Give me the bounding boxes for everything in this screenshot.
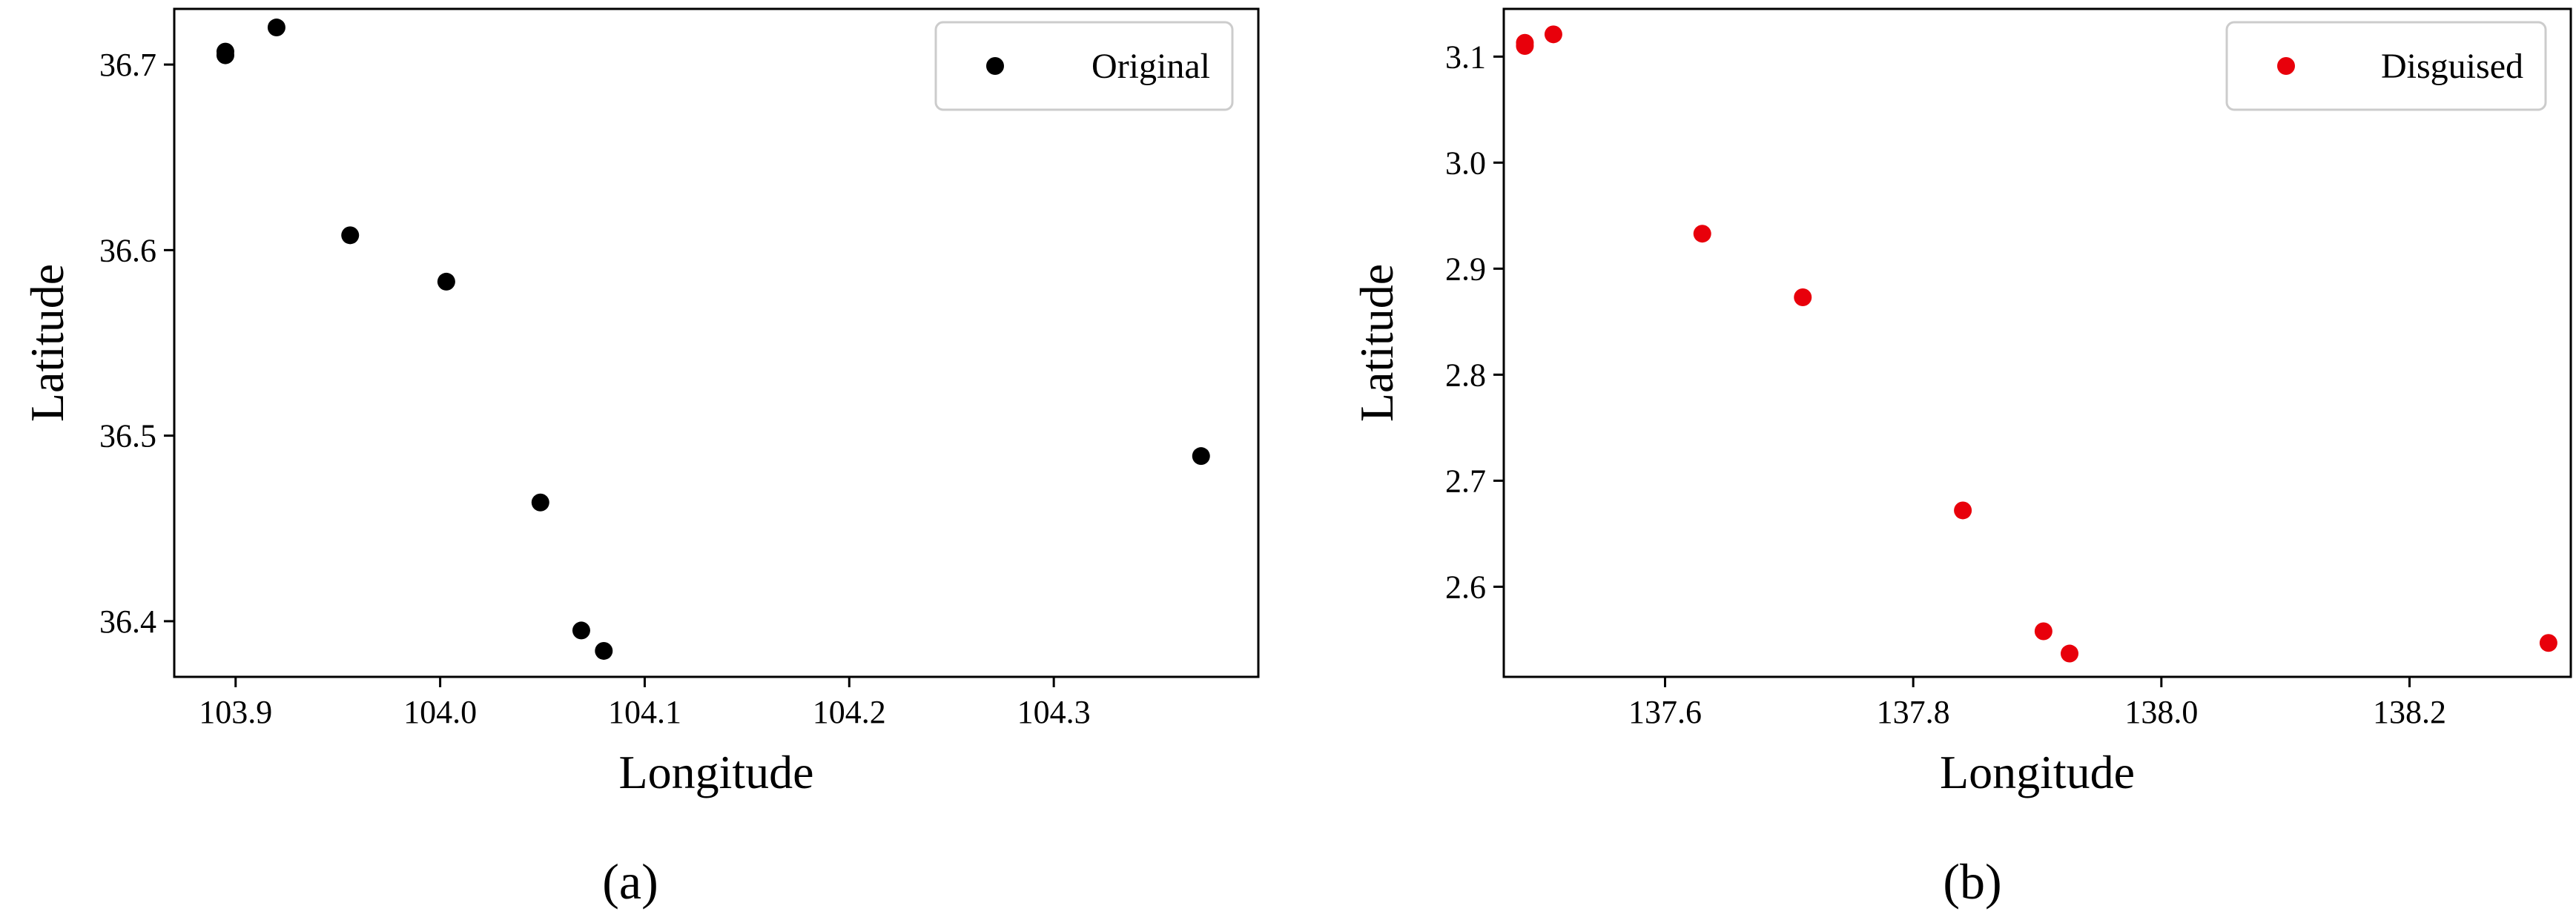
data-point — [531, 493, 549, 512]
y-tick-label: 2.9 — [1445, 251, 1486, 287]
data-point — [1516, 37, 1534, 56]
data-point — [2034, 622, 2052, 641]
x-tick-label: 104.2 — [813, 694, 886, 730]
x-tick-label: 137.6 — [1628, 694, 1702, 730]
y-tick-label: 2.8 — [1445, 357, 1486, 393]
data-point — [595, 641, 613, 660]
x-tick-label: 104.3 — [1017, 694, 1091, 730]
legend-box — [934, 21, 1234, 111]
y-tick-label: 2.7 — [1445, 463, 1486, 499]
x-tick-label: 103.9 — [199, 694, 272, 730]
x-tick-label: 104.0 — [403, 694, 477, 730]
y-tick-label: 3.1 — [1445, 39, 1486, 75]
plot-frame — [1502, 7, 2572, 678]
y-tick-label: 36.6 — [99, 232, 156, 268]
data-point — [1693, 225, 1711, 243]
panel-label: (a) — [602, 853, 658, 910]
data-point — [572, 621, 590, 640]
legend: Original — [934, 21, 1234, 111]
data-point — [437, 272, 455, 291]
y-tick-label: 36.5 — [99, 418, 156, 454]
x-axis-label: Longitude — [1940, 746, 2135, 798]
legend-box — [2225, 21, 2547, 111]
data-point — [2061, 644, 2079, 663]
y-tick-label: 36.4 — [99, 603, 156, 640]
y-tick-label: 36.7 — [99, 47, 156, 83]
legend-marker — [986, 57, 1004, 75]
data-point — [1544, 25, 1562, 44]
x-tick-label: 138.0 — [2124, 694, 2198, 730]
x-tick-label: 138.2 — [2373, 694, 2446, 730]
data-point — [1954, 501, 1972, 520]
legend: Disguised — [2225, 21, 2547, 111]
data-point — [1794, 288, 1812, 307]
y-axis-label: Latitude — [1350, 264, 1403, 422]
data-point — [216, 46, 234, 64]
y-tick-label: 3.0 — [1445, 145, 1486, 181]
legend-marker — [2277, 57, 2295, 75]
x-axis-label: Longitude — [618, 746, 813, 798]
chart-panel-a: 103.9 104.0 104.1 104.2 104.3 36.4 36.5 36.6 36.… — [21, 7, 1260, 910]
legend-label: Disguised — [2381, 47, 2523, 86]
legend-label: Original — [1092, 47, 1210, 86]
plot-frame — [173, 7, 1260, 678]
x-tick-label: 137.8 — [1877, 694, 1950, 730]
y-tick-label: 2.6 — [1445, 569, 1486, 605]
y-axis-label: Latitude — [21, 264, 73, 422]
chart-panel-b: 137.6 137.8 138.0 138.2 2.6 2.7 2.8 2.9 3.0 3.1 Lo… — [1350, 7, 2572, 910]
data-point — [267, 19, 285, 37]
data-point — [341, 226, 360, 245]
x-tick-label: 104.1 — [608, 694, 681, 730]
data-point — [1192, 447, 1210, 466]
data-point — [2539, 634, 2557, 652]
panel-label: (b) — [1943, 853, 2001, 910]
